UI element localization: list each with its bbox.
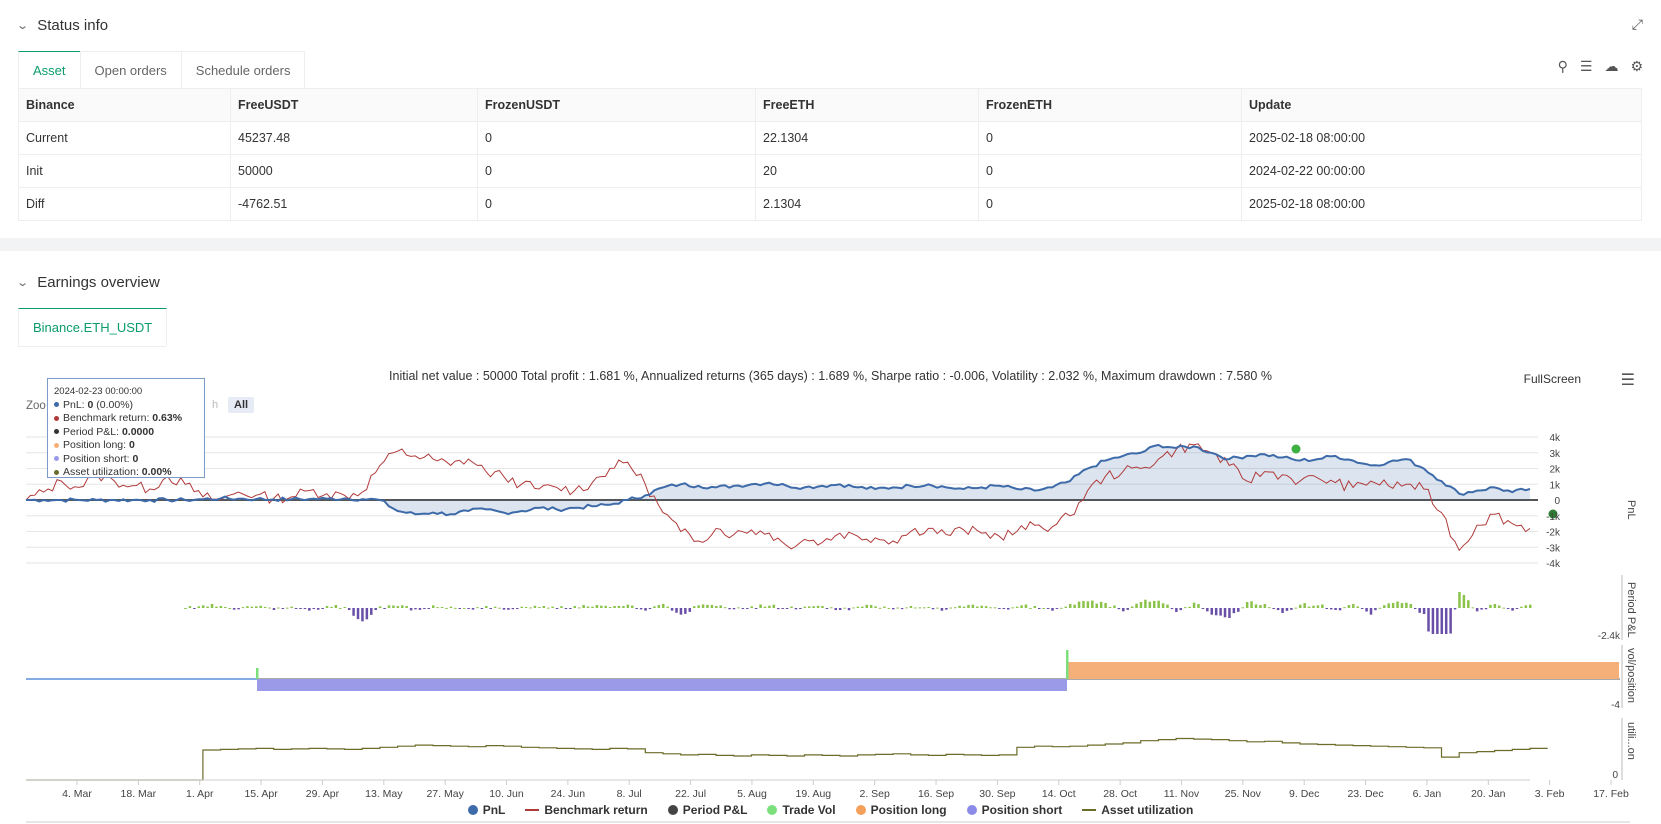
- legend-period-pnl[interactable]: Period P&L: [667, 803, 747, 817]
- table-row: Current 45237.48 0 22.1304 0 2025-02-18 …: [18, 121, 1642, 155]
- legend-benchmark[interactable]: Benchmark return: [525, 803, 648, 817]
- tab-schedule-orders[interactable]: Schedule orders: [180, 51, 306, 89]
- legend-trade-vol[interactable]: Trade Vol: [767, 803, 836, 817]
- legend-position-short[interactable]: Position short: [966, 803, 1062, 817]
- zoom-h-button[interactable]: h: [212, 399, 219, 411]
- chart-summary: Initial net value : 50000 Total profit :…: [389, 369, 1272, 383]
- tooltip-util: Asset utilization: 0.00%: [54, 466, 198, 480]
- row-label[interactable]: Current: [18, 121, 231, 155]
- column-header[interactable]: FreeUSDT: [230, 88, 478, 122]
- fullscreen-button[interactable]: FullScreen: [1523, 372, 1581, 386]
- legend-pnl[interactable]: PnL: [467, 803, 505, 817]
- tab-asset[interactable]: Asset: [18, 51, 81, 89]
- cell: 2024-02-22 00:00:00: [1241, 154, 1642, 188]
- tooltip-short: Position short: 0: [54, 453, 198, 467]
- list-icon[interactable]: ☰: [1579, 58, 1593, 74]
- zoom-all-button[interactable]: All: [228, 397, 255, 413]
- table-row: Init 50000 0 20 0 2024-02-22 00:00:00: [18, 154, 1642, 188]
- section-divider: [0, 238, 1661, 251]
- cell: -4762.51: [230, 187, 478, 221]
- status-tabs: Asset Open orders Schedule orders: [18, 51, 306, 90]
- tooltip-benchmark: Benchmark return: 0.63%: [54, 412, 198, 426]
- column-header[interactable]: FrozenETH: [978, 88, 1242, 122]
- column-header[interactable]: FreeETH: [755, 88, 979, 122]
- status-info-header[interactable]: ⌄ Status info: [16, 17, 109, 34]
- earnings-header[interactable]: ⌄ Earnings overview: [16, 274, 160, 291]
- earnings-tabs: Binance.ETH_USDT: [18, 308, 168, 347]
- cell: 0: [978, 154, 1242, 188]
- earnings-overview-section: ⌄ Earnings overview Binance.ETH_USDT: [0, 251, 1661, 824]
- status-info-section: ⌄ Status info ⤢ Asset Open orders Schedu…: [0, 0, 1661, 238]
- chart-legend: PnL Benchmark return Period P&L Trade Vo…: [0, 803, 1661, 817]
- tab-open-orders[interactable]: Open orders: [79, 51, 182, 89]
- row-label: Diff: [18, 187, 231, 221]
- legend-asset-utilization[interactable]: Asset utilization: [1082, 803, 1193, 817]
- section-title: Earnings overview: [37, 274, 160, 291]
- cell: 45237.48: [230, 121, 478, 155]
- cell: 0: [477, 154, 756, 188]
- chart-menu-icon[interactable]: ☰: [1620, 372, 1635, 389]
- section-title: Status info: [37, 17, 109, 34]
- cell: 22.1304: [755, 121, 979, 155]
- table-toolbar: ⚲ ☰ ☁ ⚙: [1558, 58, 1643, 75]
- collapse-icon[interactable]: ⤢: [1631, 16, 1643, 32]
- cell: 0: [978, 121, 1242, 155]
- table-row: Diff -4762.51 0 2.1304 0 2025-02-18 08:0…: [18, 187, 1642, 221]
- tooltip-pnl: PnL: 0 (0.00%): [54, 399, 198, 413]
- search-icon[interactable]: ⚲: [1557, 58, 1568, 74]
- tab-binance-eth-usdt[interactable]: Binance.ETH_USDT: [18, 308, 168, 346]
- table-header-row: Binance FreeUSDT FrozenUSDT FreeETH Froz…: [18, 88, 1642, 122]
- legend-position-long[interactable]: Position long: [855, 803, 947, 817]
- cell: 0: [477, 187, 756, 221]
- chevron-down-icon[interactable]: ⌄: [16, 20, 30, 32]
- tooltip-date: 2024-02-23 00:00:00: [54, 386, 143, 397]
- cell: 2.1304: [755, 187, 979, 221]
- column-header[interactable]: Update: [1241, 88, 1642, 122]
- chevron-down-icon[interactable]: ⌄: [16, 277, 30, 289]
- cell: 0: [477, 121, 756, 155]
- row-label: Init: [18, 154, 231, 188]
- cell: 0: [978, 187, 1242, 221]
- tooltip-long: Position long: 0: [54, 439, 198, 453]
- column-header[interactable]: FrozenUSDT: [477, 88, 756, 122]
- asset-table: Binance FreeUSDT FrozenUSDT FreeETH Froz…: [18, 88, 1642, 221]
- chart-tooltip: 2024-02-23 00:00:00 PnL: 0 (0.00%) Bench…: [47, 378, 205, 478]
- cell: 2025-02-18 08:00:00: [1241, 187, 1642, 221]
- cloud-download-icon[interactable]: ☁: [1604, 58, 1619, 74]
- column-header[interactable]: Binance: [18, 88, 231, 122]
- tooltip-period: Period P&L: 0.0000: [54, 426, 198, 440]
- gear-icon[interactable]: ⚙: [1630, 58, 1643, 74]
- cell: 50000: [230, 154, 478, 188]
- zoom-label: Zoo: [26, 400, 46, 412]
- cell: 2025-02-18 08:00:00: [1241, 121, 1642, 155]
- cell: 20: [755, 154, 979, 188]
